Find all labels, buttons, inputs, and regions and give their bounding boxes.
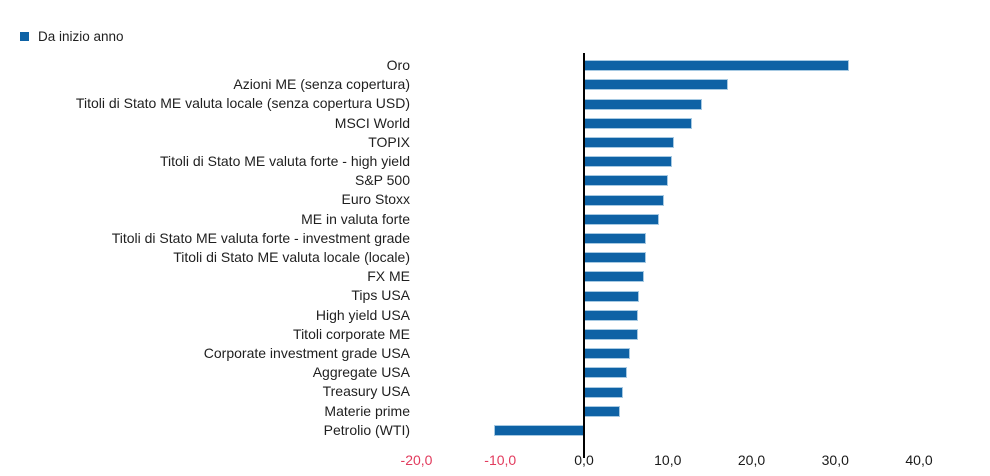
category-label: Titoli di Stato ME valuta locale (locale… (173, 249, 410, 265)
category-label: ME in valuta forte (301, 210, 410, 227)
bar (584, 194, 664, 206)
category-label: Treasury USA (322, 383, 410, 400)
x-axis-tick-label: -20,0 (400, 452, 433, 468)
bar (584, 271, 645, 283)
category-label: Euro Stoxx (341, 191, 410, 208)
bar (584, 367, 627, 379)
x-axis-tick-label: 10,0 (654, 452, 682, 468)
category-label: Tips USA (351, 287, 410, 304)
bar (584, 60, 850, 72)
category-label: Materie prime (324, 402, 410, 419)
bar (584, 136, 674, 148)
category-label: Corporate investment grade USA (203, 345, 410, 361)
legend-swatch-icon (20, 32, 29, 41)
legend-label: Da inizio anno (38, 29, 124, 44)
x-axis-tick-label: 20,0 (737, 452, 766, 468)
bar (584, 213, 659, 225)
category-label: Oro (386, 57, 410, 73)
bar (584, 98, 703, 110)
category-label: Titoli di Stato ME valuta forte - invest… (111, 229, 410, 246)
zero-axis-line (583, 53, 585, 458)
bar (584, 117, 693, 129)
chart-legend: Da inizio anno (20, 29, 124, 44)
x-axis-tick-label: 30,0 (821, 452, 849, 468)
bar (493, 424, 584, 436)
bar (584, 79, 729, 91)
bar (584, 405, 620, 417)
bar (584, 348, 631, 360)
category-label: Titoli di Stato ME valuta locale (senza … (75, 95, 410, 112)
category-label: S&P 500 (354, 172, 410, 189)
bar (584, 156, 672, 168)
category-label: Aggregate USA (312, 364, 410, 381)
bar (584, 290, 640, 302)
bar (584, 252, 646, 264)
category-label: Azioni ME (senza copertura) (233, 76, 410, 93)
x-axis-tick-label: 40,0 (905, 452, 933, 468)
bar (584, 328, 639, 340)
bar (584, 386, 624, 398)
category-label: MSCI World (334, 114, 410, 131)
category-label: TOPIX (368, 133, 410, 150)
bar (584, 309, 639, 321)
category-label: Petrolio (WTI) (323, 421, 410, 438)
bar (584, 175, 668, 187)
category-label: Titoli di Stato ME valuta forte - high y… (159, 153, 410, 169)
category-label: FX ME (367, 268, 410, 285)
x-axis-tick-label: 0,0 (574, 452, 594, 468)
category-label: High yield USA (315, 306, 410, 323)
x-axis-tick-label: -10,0 (484, 452, 517, 468)
category-label: Titoli corporate ME (293, 325, 410, 342)
bar (584, 232, 646, 244)
